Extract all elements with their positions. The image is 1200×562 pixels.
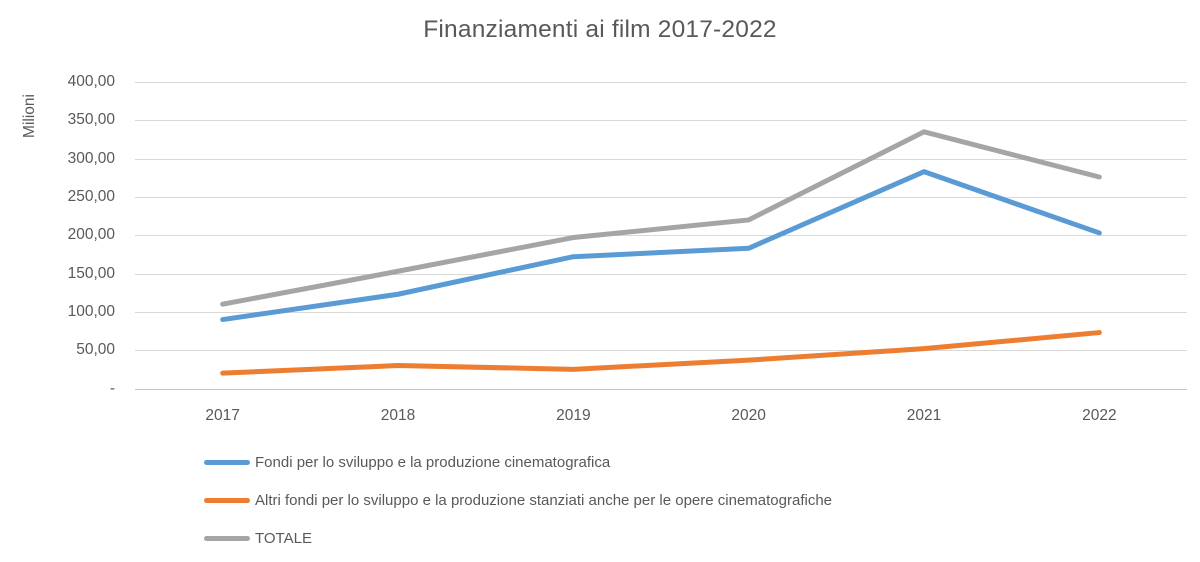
y-tick-label: - <box>109 379 115 397</box>
y-tick-label: 200,00 <box>67 226 115 244</box>
y-tick-label: 50,00 <box>76 341 115 359</box>
x-axis-label: 2017 <box>205 407 240 424</box>
chart-legend: Fondi per lo sviluppo e la produzione ci… <box>204 452 832 562</box>
x-axis-label: 2018 <box>380 407 416 424</box>
x-axis-label: 2019 <box>556 407 591 424</box>
legend-label-altri-fondi: Altri fondi per lo sviluppo e la produzi… <box>255 491 833 509</box>
series-line-totale <box>220 129 1102 307</box>
y-tick-label: 300,00 <box>67 149 115 167</box>
y-tick-label: 350,00 <box>67 111 115 129</box>
legend-swatch-fondi <box>204 459 250 465</box>
legend-swatch-totale <box>204 535 250 541</box>
x-axis-label: 2022 <box>1082 407 1117 424</box>
y-tick-label: 400,00 <box>67 73 115 90</box>
legend-item-altri-fondi: Altri fondi per lo sviluppo e la produzi… <box>204 490 832 510</box>
series-line-altri-fondi <box>220 330 1102 376</box>
chart-title: Finanziamenti ai film 2017-2022 <box>423 16 777 43</box>
legend-label-totale: TOTALE <box>255 529 312 547</box>
legend-label-fondi: Fondi per lo sviluppo e la produzione ci… <box>255 453 611 471</box>
y-tick-label: 250,00 <box>67 187 115 205</box>
legend-item-totale: TOTALE <box>204 528 832 548</box>
y-tick-label: 100,00 <box>67 302 115 320</box>
y-tick-label: 150,00 <box>67 264 115 282</box>
series-line-fondi <box>220 169 1102 323</box>
legend-item-fondi: Fondi per lo sviluppo e la produzione ci… <box>204 452 832 472</box>
x-axis-label: 2020 <box>731 407 766 424</box>
x-axis-label: 2021 <box>906 407 942 424</box>
legend-swatch-altri-fondi <box>204 497 250 503</box>
